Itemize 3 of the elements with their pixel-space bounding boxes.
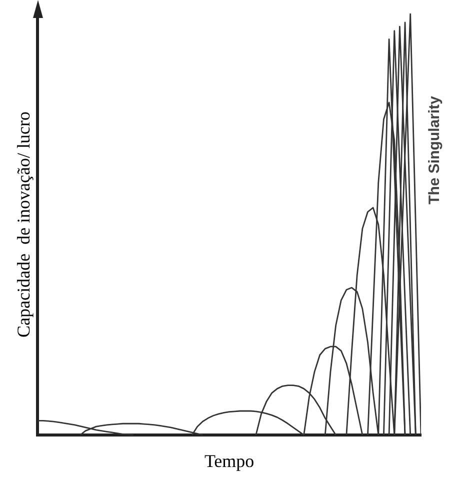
x-axis-title: Tempo (204, 450, 254, 471)
y-axis-title: Capacidade de inovação/ lucro (14, 112, 34, 338)
text: The Singularity (426, 95, 444, 204)
